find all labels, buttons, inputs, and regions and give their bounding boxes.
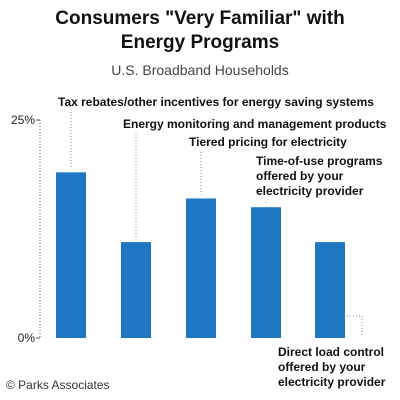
category-label: electricity provider: [278, 375, 386, 389]
category-label: Direct load control: [278, 345, 384, 359]
bar: [56, 172, 86, 338]
y-tick-label: 25%: [11, 113, 35, 127]
category-label: Time-of-use programs: [256, 154, 383, 168]
category-label: offered by your: [256, 169, 344, 183]
chart-subtitle: U.S. Broadband Households: [111, 62, 289, 78]
category-label: Tax rebates/other incentives for energy …: [58, 95, 374, 109]
bar: [315, 242, 345, 338]
y-tick-label: 0%: [18, 331, 36, 345]
bar: [121, 242, 151, 338]
category-label: electricity provider: [256, 184, 364, 198]
chart-title-line-1: Consumers "Very Familiar" with: [55, 8, 345, 29]
bar: [186, 198, 216, 338]
category-label: Energy monitoring and management product…: [123, 117, 387, 131]
category-leader-line: [347, 315, 363, 336]
category-label: offered by your: [278, 360, 366, 374]
bar: [251, 207, 281, 338]
source-credit: © Parks Associates: [6, 378, 110, 392]
category-label: Tiered pricing for electricity: [189, 135, 347, 149]
chart-title-line-2: Energy Programs: [120, 32, 280, 53]
